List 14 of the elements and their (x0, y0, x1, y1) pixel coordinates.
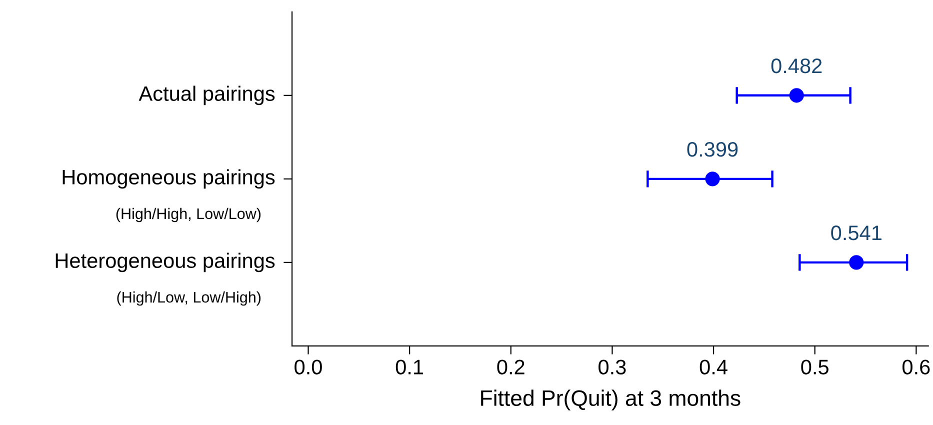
data-label: 0.482 (771, 58, 822, 74)
x-axis-title: Fitted Pr(Quit) at 3 months (481, 390, 740, 410)
x-tick-label: 0.5 (801, 360, 828, 374)
x-tick-label: 0.6 (902, 360, 930, 374)
data-label: 0.541 (831, 226, 882, 240)
x-tick-label: 0.3 (598, 360, 626, 374)
x-tick-label: 0.0 (294, 360, 322, 374)
data-label: 0.399 (687, 142, 738, 157)
y-tick-label: Actual pairings (138, 86, 275, 106)
x-tick-label: 0.2 (497, 360, 524, 374)
x-tick-label: 0.1 (396, 360, 424, 374)
y-tick-label: Heterogeneous pairings (High/Low, Low/High) (56, 252, 275, 306)
y-tick-label: Homogeneous pairings (High/High, Low/Low) (62, 169, 275, 222)
x-tick-label: 0.4 (700, 360, 728, 374)
